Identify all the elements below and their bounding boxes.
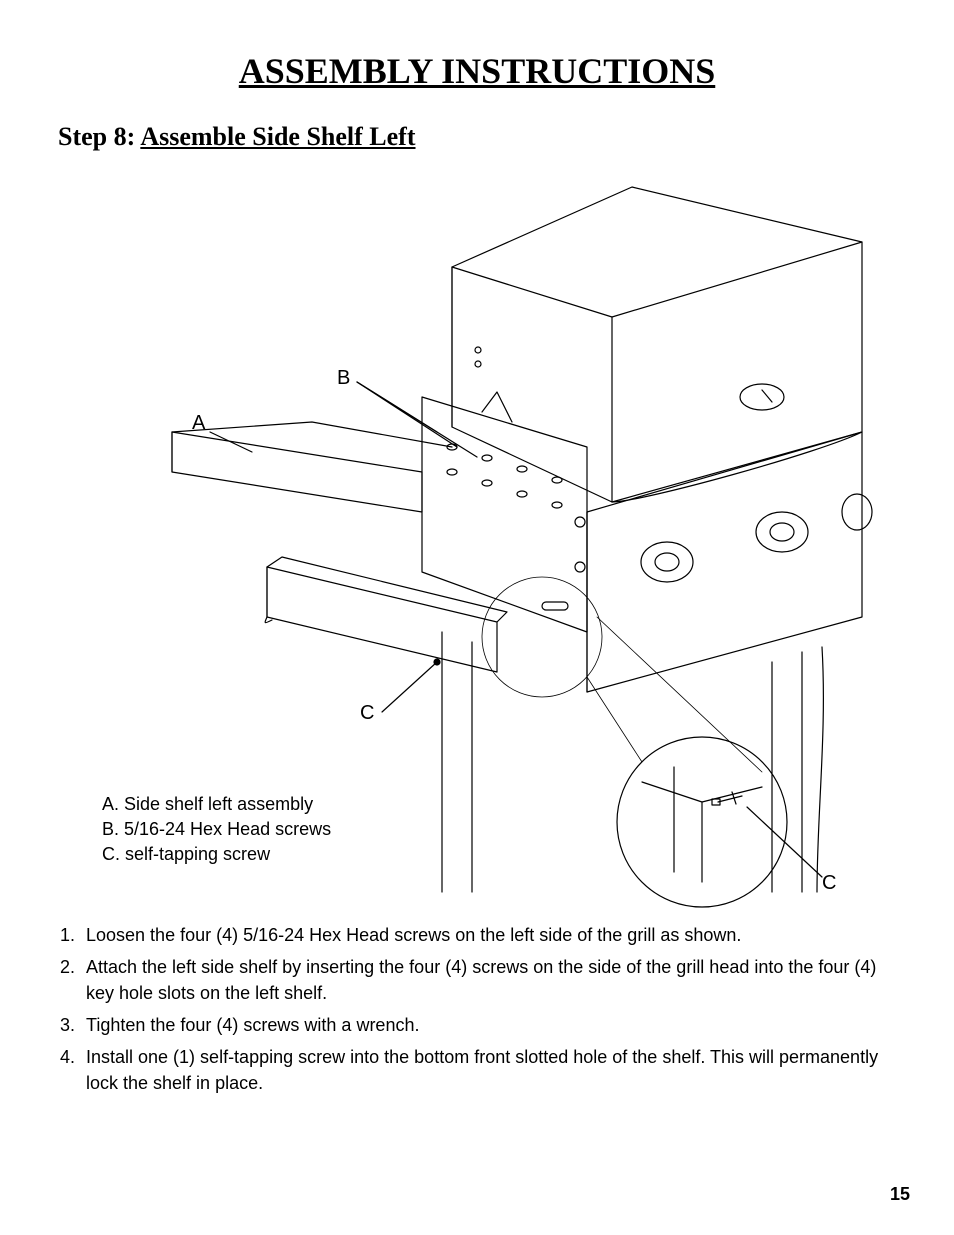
parts-legend: A. Side shelf left assembly B. 5/16-24 H… xyxy=(102,792,331,868)
assembly-diagram: A B C C A. Side shelf left assembly B. 5… xyxy=(42,172,912,912)
page-number: 15 xyxy=(890,1184,910,1205)
step-title: Assemble Side Shelf Left xyxy=(140,122,415,151)
instruction-step: Install one (1) self-tapping screw into … xyxy=(80,1044,904,1096)
step-heading: Step 8: Assemble Side Shelf Left xyxy=(58,122,914,152)
step-prefix: Step 8: xyxy=(58,122,140,151)
page-title: ASSEMBLY INSTRUCTIONS xyxy=(40,50,914,92)
instruction-step: Tighten the four (4) screws with a wrenc… xyxy=(80,1012,904,1038)
diagram-label-b: B xyxy=(337,367,350,390)
diagram-label-c-detail: C xyxy=(822,872,836,895)
part-b: B. 5/16-24 Hex Head screws xyxy=(102,817,331,842)
part-a: A. Side shelf left assembly xyxy=(102,792,331,817)
instruction-list: Loosen the four (4) 5/16-24 Hex Head scr… xyxy=(50,922,904,1097)
part-c: C. self-tapping screw xyxy=(102,842,331,867)
diagram-label-c: C xyxy=(360,702,374,725)
diagram-label-a: A xyxy=(192,412,205,435)
page: ASSEMBLY INSTRUCTIONS Step 8: Assemble S… xyxy=(0,0,954,1235)
instruction-step: Attach the left side shelf by inserting … xyxy=(80,954,904,1006)
instruction-step: Loosen the four (4) 5/16-24 Hex Head scr… xyxy=(80,922,904,948)
